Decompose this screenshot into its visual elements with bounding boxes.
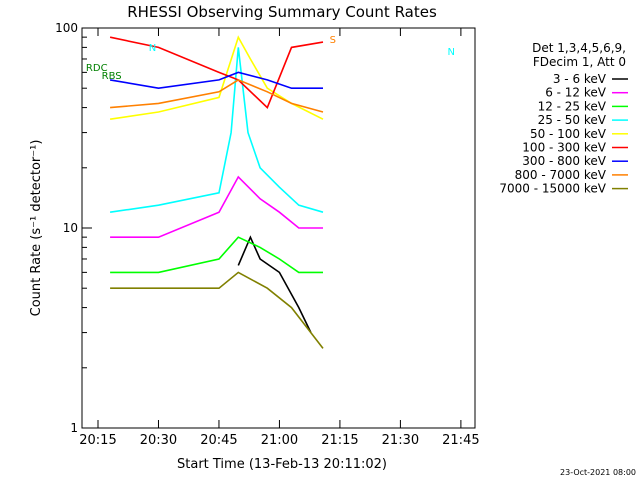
legend-label: 12 - 25 keV xyxy=(538,99,607,113)
flag-label: RBS xyxy=(102,71,122,82)
legend-label: 50 - 100 keV xyxy=(530,127,607,141)
series-line xyxy=(110,79,324,113)
flag-label: N xyxy=(149,43,156,54)
legend-label: 100 - 300 keV xyxy=(522,141,606,155)
legend-label: 3 - 6 keV xyxy=(553,72,607,86)
flag-label: RDC xyxy=(86,63,108,74)
series-line xyxy=(110,271,324,349)
y-tick-label: 1 xyxy=(70,421,78,435)
x-tick-label: 21:00 xyxy=(261,433,298,448)
y-axis-title: Count Rate (s⁻¹ detector⁻¹) xyxy=(29,140,44,317)
x-tick-label: 21:45 xyxy=(442,433,479,448)
plot-layer: 20:15 20:30 20:45 21:00 21:15 21:30 21:45 1 10 10… xyxy=(55,21,480,448)
legend-header-line-2: FDecim 1, Att 0 xyxy=(533,55,626,69)
x-tick-label: 21:15 xyxy=(321,433,358,448)
legend-label: 6 - 12 keV xyxy=(545,86,607,100)
legend-label: 800 - 7000 keV xyxy=(515,168,607,182)
series-line xyxy=(110,175,323,238)
flag-label: N xyxy=(447,47,454,58)
y-tick-label: 100 xyxy=(55,21,78,35)
x-tick-label: 20:45 xyxy=(200,433,237,448)
x-tick-label: 20:30 xyxy=(140,433,177,448)
x-tick-label: 20:15 xyxy=(79,433,116,448)
series-line xyxy=(109,47,324,213)
series-line xyxy=(109,36,324,109)
x-axis-title: Start Time (13-Feb-13 20:11:02) xyxy=(177,457,387,472)
chart-title: RHESSI Observing Summary Count Rates xyxy=(127,3,437,21)
legend-label: 7000 - 15000 keV xyxy=(499,182,606,196)
series-line xyxy=(110,236,323,274)
series-line xyxy=(109,71,323,90)
x-tick-label: 21:30 xyxy=(382,433,419,448)
legend-header-line-1: Det 1,3,4,5,6,9, xyxy=(532,41,626,55)
footer-date: 23-Oct-2021 08:00 xyxy=(560,468,636,477)
legend-label: 25 - 50 keV xyxy=(538,113,607,127)
legend-label: 300 - 800 keV xyxy=(522,154,606,168)
flag-label: S xyxy=(330,35,336,46)
plot-frame xyxy=(81,27,476,429)
y-tick-label: 10 xyxy=(63,221,78,235)
